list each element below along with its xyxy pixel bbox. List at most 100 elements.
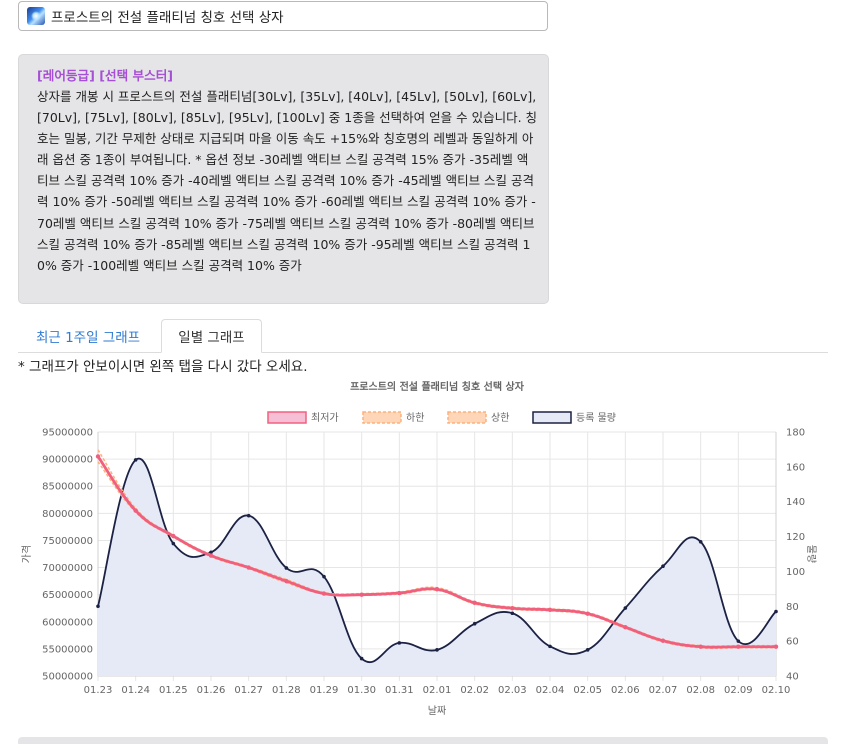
tab-daily-graph[interactable]: 일별 그래프 xyxy=(161,319,262,353)
legend-swatch xyxy=(362,411,402,424)
y-tick-label: 90000000 xyxy=(42,455,93,466)
x-tick-label: 01.26 xyxy=(197,685,226,696)
data-point-lowest-price xyxy=(472,600,477,605)
y2-tick-label: 40 xyxy=(786,672,799,683)
data-point-lowest-price xyxy=(171,533,176,539)
y2-tick-label: 80 xyxy=(786,602,799,613)
legend-swatch xyxy=(532,411,572,424)
y2-tick-label: 140 xyxy=(786,497,805,508)
data-point-lowest-price xyxy=(359,592,364,597)
data-point-lowest-price xyxy=(434,587,440,592)
x-tick-label: 01.23 xyxy=(84,685,113,696)
item-title: 프로스트의 전설 플래티넘 칭호 선택 상자 xyxy=(51,10,284,26)
data-point-volume xyxy=(623,606,628,610)
y2-tick-label: 100 xyxy=(786,567,805,578)
data-point-volume xyxy=(322,574,326,579)
x-tick-label: 02.05 xyxy=(573,685,602,696)
data-point-lowest-price xyxy=(510,606,515,611)
data-point-volume xyxy=(661,564,665,568)
series-line-volume xyxy=(97,457,777,663)
price-chart: 프로스트의 전설 플래티넘 칭호 선택 상자 50000000 55000000 60… xyxy=(18,376,818,716)
data-point-lowest-price xyxy=(547,607,553,613)
y-axis-title: 가격 xyxy=(20,545,33,563)
item-tags: [레어등급] [선택 부스터] xyxy=(37,68,174,83)
frost-crystal-icon xyxy=(27,7,45,25)
chart-title: 프로스트의 전설 플래티넘 칭호 선택 상자 xyxy=(350,380,525,393)
data-point-volume xyxy=(736,639,741,643)
legend-label: 최저가 xyxy=(311,412,339,424)
legend-label: 등록 물량 xyxy=(576,412,616,424)
x-tick-label: 01.30 xyxy=(347,685,376,696)
data-point-lowest-price xyxy=(736,644,741,649)
x-tick-label: 01.31 xyxy=(385,685,414,696)
legend-swatch xyxy=(267,411,307,424)
data-point-volume xyxy=(698,540,703,544)
y2-tick-label: 180 xyxy=(786,428,805,439)
graph-tabs: 최근 1주일 그래프 일별 그래프 xyxy=(18,319,828,353)
x-tick-label: 01.28 xyxy=(272,685,301,696)
legend-label: 상한 xyxy=(491,412,509,424)
y2-tick-label: 120 xyxy=(786,532,805,543)
y-tick-label: 55000000 xyxy=(42,644,93,655)
y2-tick-label: 60 xyxy=(786,637,799,648)
data-point-lowest-price xyxy=(246,565,251,570)
data-point-lowest-price xyxy=(133,508,138,513)
data-point-volume xyxy=(510,611,515,616)
data-point-volume xyxy=(435,648,439,652)
x-tick-label: 02.03 xyxy=(498,685,527,696)
data-point-lowest-price xyxy=(397,590,402,596)
x-tick-label: 02.10 xyxy=(762,685,791,696)
y2-axis-title: 물량 xyxy=(805,545,817,563)
series-area-volume xyxy=(98,458,776,676)
x-tick-label: 01.25 xyxy=(159,685,188,696)
y-tick-label: 85000000 xyxy=(42,482,93,493)
x-tick-label: 01.27 xyxy=(234,685,263,696)
x-tick-label: 02.08 xyxy=(686,685,715,696)
data-point-lowest-price xyxy=(623,625,628,630)
data-point-volume xyxy=(472,621,477,626)
x-tick-label: 02.01 xyxy=(423,685,452,696)
graph-notice: * 그래프가 안보이시면 왼쪽 탭을 다시 갔다 오세요. xyxy=(18,359,308,375)
data-point-volume xyxy=(133,458,138,462)
legend-label: 하한 xyxy=(406,411,424,424)
data-point-volume xyxy=(209,550,213,555)
x-tick-label: 02.02 xyxy=(460,685,489,696)
data-point-volume xyxy=(359,656,364,661)
tab-weekly-graph[interactable]: 최근 1주일 그래프 xyxy=(35,330,141,346)
x-tick-label: 02.06 xyxy=(611,685,640,696)
data-point-volume xyxy=(585,648,590,652)
x-tick-label: 01.24 xyxy=(121,685,150,696)
item-name-box: 프로스트의 전설 플래티넘 칭호 선택 상자 xyxy=(18,1,548,31)
data-point-lowest-price xyxy=(284,578,289,584)
data-point-volume xyxy=(171,541,176,546)
data-point-volume xyxy=(246,513,251,518)
y-tick-label: 70000000 xyxy=(42,563,93,574)
legend-swatch xyxy=(447,411,487,424)
y-tick-label: 95000000 xyxy=(42,428,93,439)
y-tick-label: 65000000 xyxy=(42,590,93,601)
data-point-volume xyxy=(397,641,402,645)
data-point-lowest-price xyxy=(208,553,214,558)
y-tick-label: 75000000 xyxy=(42,536,93,547)
data-point-lowest-price xyxy=(321,591,327,596)
x-tick-label: 02.07 xyxy=(649,685,678,696)
x-tick-label: 02.04 xyxy=(536,685,565,696)
y-tick-label: 50000000 xyxy=(42,672,93,683)
x-tick-label: 01.29 xyxy=(310,685,339,696)
data-point-lowest-price xyxy=(698,644,703,649)
chart-svg: 프로스트의 전설 플래티넘 칭호 선택 상자 50000000 55000000 60… xyxy=(20,380,817,716)
data-point-volume xyxy=(548,644,552,649)
data-point-lowest-price xyxy=(95,454,101,459)
y2-tick-label: 160 xyxy=(786,462,805,473)
data-point-lowest-price xyxy=(585,611,590,616)
next-panel-edge xyxy=(18,737,828,744)
data-point-lowest-price xyxy=(660,638,666,643)
x-tick-label: 02.09 xyxy=(724,685,753,696)
data-point-volume xyxy=(774,609,778,614)
data-point-volume xyxy=(96,604,100,609)
data-point-lowest-price xyxy=(773,644,779,649)
item-description-panel: [레어등급] [선택 부스터] 상자를 개봉 시 프로스트의 전설 플래티넘[3… xyxy=(18,54,549,304)
data-point-volume xyxy=(284,566,289,570)
x-axis-title: 날짜 xyxy=(428,705,446,716)
item-description-text: 상자를 개봉 시 프로스트의 전설 플래티넘[30Lv], [35Lv], [4… xyxy=(37,89,538,273)
